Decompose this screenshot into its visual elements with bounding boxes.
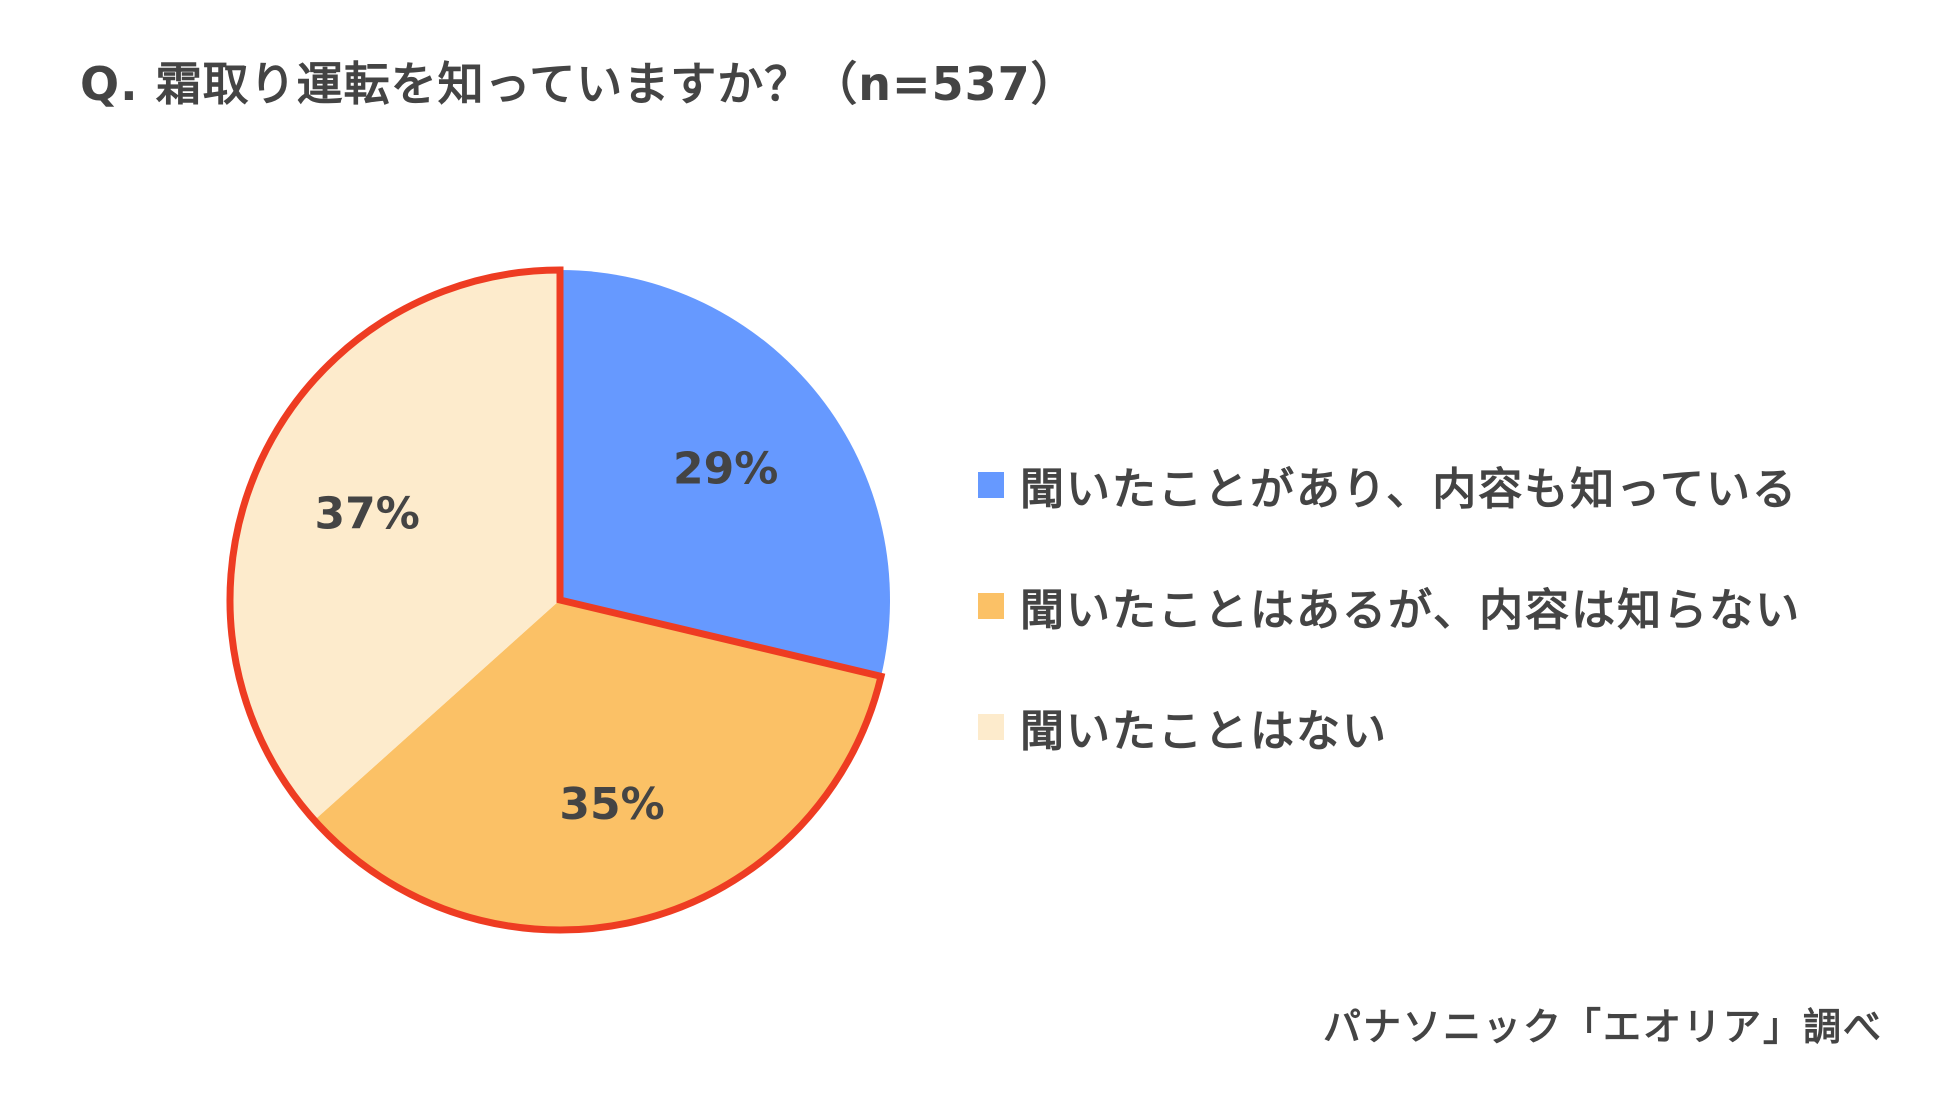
pie-slice [229,270,561,821]
pie-slices [229,270,890,931]
highlight-outline [226,266,886,934]
pie-slice [314,600,882,931]
legend-swatch [978,472,1004,498]
legend-label: 聞いたことはあるが、内容は知らない [1020,585,1802,636]
slice-label: 37% [314,488,419,539]
legend-item-never-heard: 聞いたことはない [978,697,1801,757]
chart-title: Q. 霜取り運転を知っていますか？（n=537） [80,57,1078,111]
pie-slice-labels: 29% 35% 37% [314,444,778,831]
chart-legend: 聞いたことがあり、内容も知っている 聞いたことはあるが、内容は知らない 聞いたこ… [978,455,1801,818]
slice-label: 29% [673,444,778,495]
legend-label: 聞いたことはない [1020,706,1388,757]
legend-item-heard-only: 聞いたことはあるが、内容は知らない [978,576,1801,636]
legend-item-known: 聞いたことがあり、内容も知っている [978,455,1801,515]
legend-swatch [978,593,1004,619]
legend-label: 聞いたことがあり、内容も知っている [1020,464,1799,515]
legend-swatch [978,714,1004,740]
pie-slice [560,270,890,677]
slice-label: 35% [559,779,664,830]
source-note: パナソニック「エオリア」調べ [1322,1005,1883,1049]
